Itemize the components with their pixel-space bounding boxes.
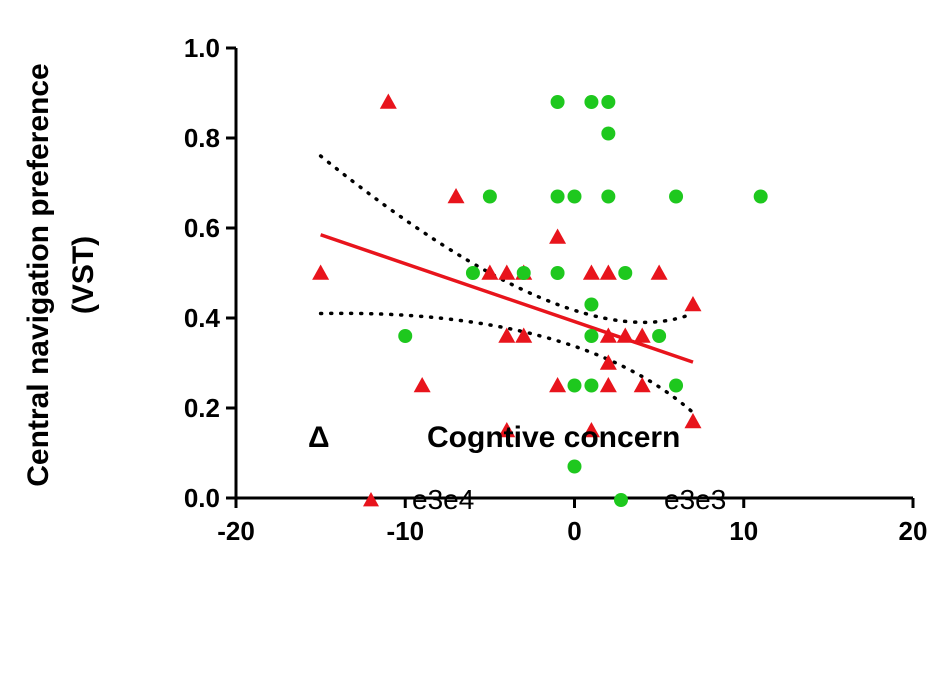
x-axis-title: Cogntive concern: [427, 421, 680, 454]
point-e3e4: [413, 377, 431, 393]
y-tick-label: 0.2: [184, 393, 220, 423]
legend-label-e3e3: e3e3: [664, 484, 726, 515]
point-e3e3: [516, 266, 531, 280]
point-e3e4: [633, 377, 651, 393]
point-e3e4: [599, 327, 617, 343]
point-e3e3: [550, 266, 565, 280]
x-tick-label: 20: [899, 516, 928, 546]
point-e3e3: [550, 189, 565, 204]
point-e3e3: [584, 95, 599, 109]
x-tick-label: 10: [729, 516, 758, 546]
x-tick-label: -20: [217, 516, 255, 546]
point-e3e4: [582, 264, 600, 280]
point-e3e4: [582, 422, 600, 438]
point-e3e4: [616, 327, 634, 343]
point-e3e3: [567, 459, 582, 474]
point-e3e3: [584, 329, 599, 343]
point-e3e3: [482, 189, 497, 204]
point-e3e3: [584, 297, 599, 312]
legend: e3e4 e3e3: [363, 484, 726, 515]
axes: 0.0 0.2 0.4 0.6 0.8 1.0 -20 -10 0 10 20: [184, 33, 928, 546]
y-tick-label: 0.6: [184, 213, 220, 243]
point-e3e4: [549, 377, 567, 393]
point-e3e3: [550, 95, 565, 109]
point-e3e3: [601, 95, 616, 109]
y-tick-label: 1.0: [184, 33, 220, 63]
confidence-band-upper: [318, 154, 695, 325]
point-e3e4: [650, 264, 668, 280]
point-e3e4: [447, 188, 465, 204]
point-e3e3: [584, 378, 599, 393]
point-e3e3: [652, 329, 667, 343]
regression-line: [320, 233, 694, 364]
point-e3e3: [567, 378, 582, 393]
regression-lines: [318, 154, 695, 415]
point-e3e4: [481, 264, 499, 280]
y-axis-title-line1: Central navigation preference: [22, 63, 55, 486]
point-e3e4: [599, 264, 617, 280]
y-tick-label: 0.4: [184, 303, 221, 333]
point-e3e4: [312, 264, 330, 280]
point-e3e3: [567, 189, 582, 204]
point-e3e4: [684, 413, 702, 429]
point-e3e4: [549, 228, 567, 244]
point-e3e4: [633, 327, 651, 343]
point-e3e3: [601, 126, 616, 141]
point-e3e3: [465, 266, 480, 280]
legend-marker-e3e4: [363, 492, 379, 507]
point-e3e4: [599, 354, 617, 370]
legend-marker-e3e3: [614, 493, 628, 507]
point-e3e4: [498, 422, 516, 438]
data-points: [312, 93, 768, 474]
x-tick-label: 0: [567, 516, 581, 546]
point-e3e3: [669, 189, 684, 204]
y-axis-title-line2: (VST): [67, 236, 100, 314]
point-e3e3: [669, 378, 684, 393]
confidence-band-lower: [318, 311, 695, 415]
y-tick-label: 0.0: [184, 483, 220, 513]
legend-label-e3e4: e3e4: [412, 484, 474, 515]
point-e3e3: [398, 329, 413, 343]
point-e3e4: [599, 377, 617, 393]
point-e3e3: [601, 189, 616, 204]
point-e3e4: [498, 327, 516, 343]
point-e3e3: [618, 266, 633, 280]
y-tick-label: 0.8: [184, 123, 220, 153]
point-e3e4: [379, 93, 397, 109]
point-e3e4: [684, 296, 702, 312]
point-e3e4: [498, 264, 516, 280]
x-axis-delta-symbol: Δ: [308, 421, 330, 454]
x-tick-label: -10: [386, 516, 424, 546]
point-e3e4: [515, 327, 533, 343]
point-e3e3: [753, 189, 768, 204]
